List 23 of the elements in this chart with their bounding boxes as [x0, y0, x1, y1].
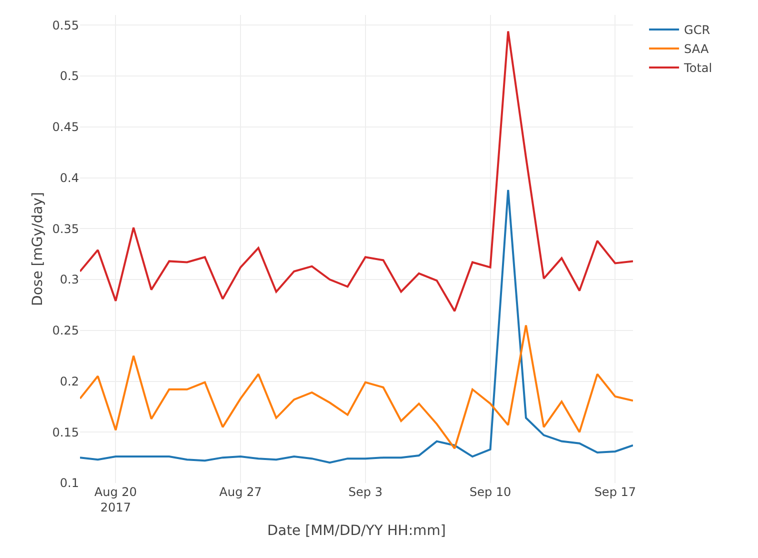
x-tick-label: Aug 27 — [219, 485, 262, 499]
x-tick-label: Sep 10 — [469, 485, 512, 499]
line-series — [80, 30, 633, 312]
y-tick-label: 0.45 — [52, 120, 79, 134]
line-series — [80, 324, 633, 450]
line-series — [80, 188, 633, 464]
y-tick-label: 0.5 — [60, 69, 79, 84]
x-tick-label: Sep 17 — [594, 485, 636, 499]
y-tick-label: 0.15 — [52, 425, 79, 440]
y-tick-label: 0.2 — [60, 374, 79, 388]
x-tick-label: Sep 3 — [348, 485, 382, 499]
y-tick-label: 0.55 — [52, 18, 79, 32]
y-tick-label: 0.25 — [52, 324, 79, 338]
y-tick-label: 0.1 — [60, 476, 79, 490]
y-tick-label: 0.35 — [52, 222, 79, 236]
x-tick-label: Aug 20 2017 — [94, 485, 137, 515]
x-axis-title: Date [MM/DD/YY HH:mm] — [267, 523, 446, 539]
legend-label: GCR — [684, 23, 710, 38]
y-tick-label: 0.3 — [60, 272, 79, 287]
y-tick-label: 0.4 — [60, 170, 79, 185]
legend-label: Total — [683, 61, 712, 76]
y-axis-title: Dose [mGy/day] — [30, 192, 46, 306]
legend-label: SAA — [684, 42, 710, 56]
